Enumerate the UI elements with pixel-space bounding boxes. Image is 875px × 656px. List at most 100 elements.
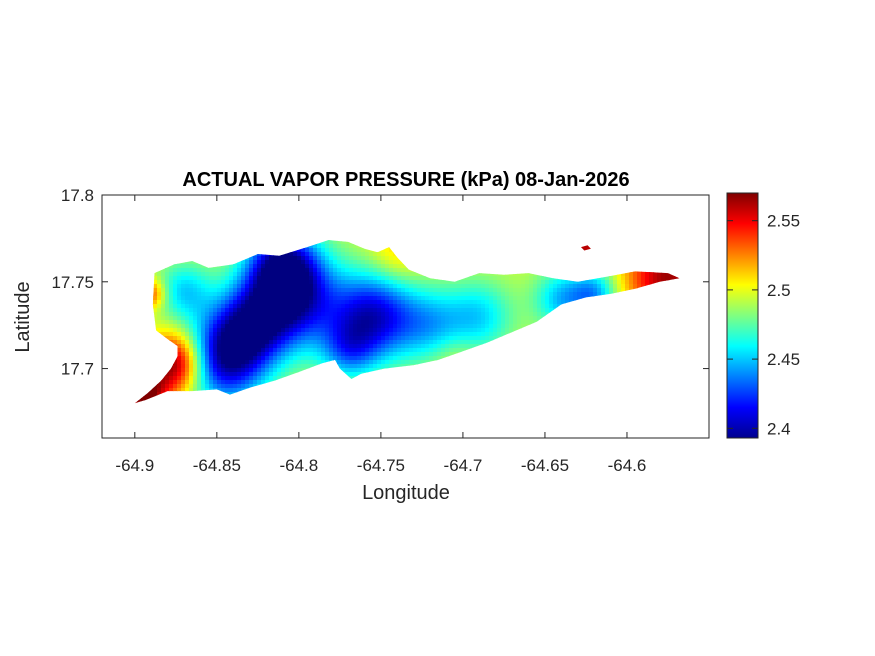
field-cell xyxy=(481,308,486,313)
field-cell xyxy=(389,364,394,369)
field-cell xyxy=(521,280,526,285)
field-cell xyxy=(341,240,346,245)
field-cell xyxy=(321,276,326,281)
field-cell xyxy=(233,328,238,333)
field-cell xyxy=(493,272,498,277)
field-cell xyxy=(297,368,302,373)
field-cell xyxy=(245,280,250,285)
field-cell xyxy=(365,360,370,365)
field-cell xyxy=(373,252,378,257)
field-cell xyxy=(501,308,506,313)
field-cell xyxy=(281,312,286,317)
field-cell xyxy=(469,296,474,301)
field-cell xyxy=(401,304,406,309)
field-cell xyxy=(505,276,510,281)
field-cell xyxy=(409,352,414,357)
field-cell xyxy=(345,280,350,285)
field-cell xyxy=(365,248,370,253)
field-cell xyxy=(233,380,238,385)
field-cell xyxy=(477,328,482,333)
field-cell xyxy=(453,344,458,349)
field-cell xyxy=(313,248,318,253)
field-cell xyxy=(329,356,334,361)
field-cell xyxy=(321,304,326,309)
field-cell xyxy=(153,316,158,321)
field-cell xyxy=(353,344,358,349)
field-cell xyxy=(201,268,206,273)
field-cell xyxy=(285,280,290,285)
field-cell xyxy=(429,316,434,321)
field-cell xyxy=(257,380,262,385)
field-cell xyxy=(449,312,454,317)
field-cell xyxy=(273,284,278,289)
field-cell xyxy=(209,268,214,273)
field-cell xyxy=(197,324,202,329)
field-cell xyxy=(329,260,334,265)
field-cell xyxy=(193,308,198,313)
field-cell xyxy=(497,300,502,305)
field-cell xyxy=(513,308,518,313)
field-cell xyxy=(233,388,238,393)
field-cell xyxy=(185,356,190,361)
field-cell xyxy=(217,352,222,357)
field-cell xyxy=(345,324,350,329)
field-cell xyxy=(205,372,210,377)
field-cell xyxy=(481,292,486,297)
field-cell xyxy=(253,316,258,321)
field-cell xyxy=(325,328,330,333)
field-cell xyxy=(345,300,350,305)
field-cell xyxy=(189,288,194,293)
field-cell xyxy=(285,292,290,297)
field-cell xyxy=(209,328,214,333)
field-cell xyxy=(357,296,362,301)
field-cell xyxy=(317,264,322,269)
field-cell xyxy=(273,368,278,373)
field-cell xyxy=(349,328,354,333)
field-cell xyxy=(193,376,198,381)
field-cell xyxy=(237,348,242,353)
field-cell xyxy=(533,288,538,293)
field-cell xyxy=(421,336,426,341)
field-cell xyxy=(357,336,362,341)
field-cell xyxy=(305,252,310,257)
field-cell xyxy=(277,264,282,269)
field-cell xyxy=(249,316,254,321)
field-cell xyxy=(157,308,162,313)
field-cell xyxy=(277,280,282,285)
field-cell xyxy=(233,344,238,349)
field-cell xyxy=(445,324,450,329)
field-cell xyxy=(341,360,346,365)
field-cell xyxy=(217,328,222,333)
field-cell xyxy=(241,332,246,337)
field-cell xyxy=(357,312,362,317)
field-cell xyxy=(289,340,294,345)
field-cell xyxy=(209,288,214,293)
field-cell xyxy=(173,372,178,377)
field-cell xyxy=(277,324,282,329)
field-cell xyxy=(193,388,198,393)
field-cell xyxy=(321,308,326,313)
field-cell xyxy=(497,316,502,321)
field-cell xyxy=(433,344,438,349)
field-cell xyxy=(185,260,190,265)
field-cell xyxy=(361,364,366,369)
field-cell xyxy=(233,284,238,289)
field-cell xyxy=(321,340,326,345)
field-cell xyxy=(397,284,402,289)
field-cell xyxy=(349,348,354,353)
field-cell xyxy=(345,320,350,325)
field-cell xyxy=(281,324,286,329)
field-cell xyxy=(373,280,378,285)
field-cell xyxy=(185,324,190,329)
field-cell xyxy=(393,280,398,285)
field-cell xyxy=(465,304,470,309)
field-cell xyxy=(253,332,258,337)
field-cell xyxy=(249,348,254,353)
field-cell xyxy=(325,252,330,257)
field-cell xyxy=(353,288,358,293)
field-cell xyxy=(285,308,290,313)
field-cell xyxy=(189,312,194,317)
field-cell xyxy=(173,380,178,385)
field-cell xyxy=(285,332,290,337)
field-cell xyxy=(361,280,366,285)
